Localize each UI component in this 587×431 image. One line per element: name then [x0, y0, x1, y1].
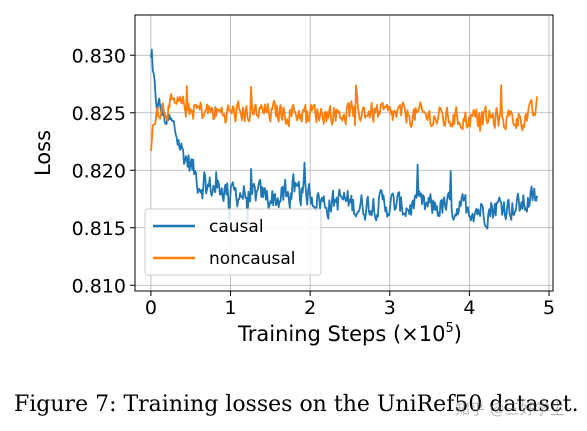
watermark: 知乎 @三好学生 — [455, 400, 565, 418]
figure-caption: Figure 7: Training losses on the UniRef5… — [14, 392, 579, 417]
series-layer — [150, 48, 538, 230]
x-axis-label-main: Training Steps (×10 — [237, 322, 445, 346]
x-tick-label: 3 — [384, 297, 396, 319]
y-tick-label: 0.830 — [72, 45, 126, 67]
x-tick-label: 1 — [224, 297, 236, 319]
series-line-causal — [150, 48, 538, 230]
legend-label-causal: causal — [209, 217, 264, 237]
x-axis-label: Training Steps (×105) — [237, 321, 462, 346]
x-tick-label: 4 — [463, 297, 475, 319]
x-tick-label: 2 — [304, 297, 316, 319]
x-axis-label-exponent: 5 — [446, 321, 454, 336]
x-tick-label: 0 — [145, 297, 157, 319]
legend-label-noncausal: noncausal — [209, 249, 296, 269]
plot-frame — [134, 14, 554, 292]
ticks: 0 1 2 3 4 5 0.810 0.815 0.820 0.825 0.830 — [72, 45, 555, 319]
x-tick-label: 5 — [543, 297, 555, 319]
y-tick-label: 0.815 — [72, 218, 126, 240]
y-tick-label: 0.810 — [72, 275, 126, 297]
y-tick-label: 0.820 — [72, 160, 126, 182]
y-tick-label: 0.825 — [72, 103, 126, 125]
y-axis-label: Loss — [31, 130, 55, 176]
legend: causal noncausal — [144, 208, 322, 276]
series-line-noncausal — [150, 84, 538, 152]
x-axis-label-close: ) — [454, 322, 462, 346]
